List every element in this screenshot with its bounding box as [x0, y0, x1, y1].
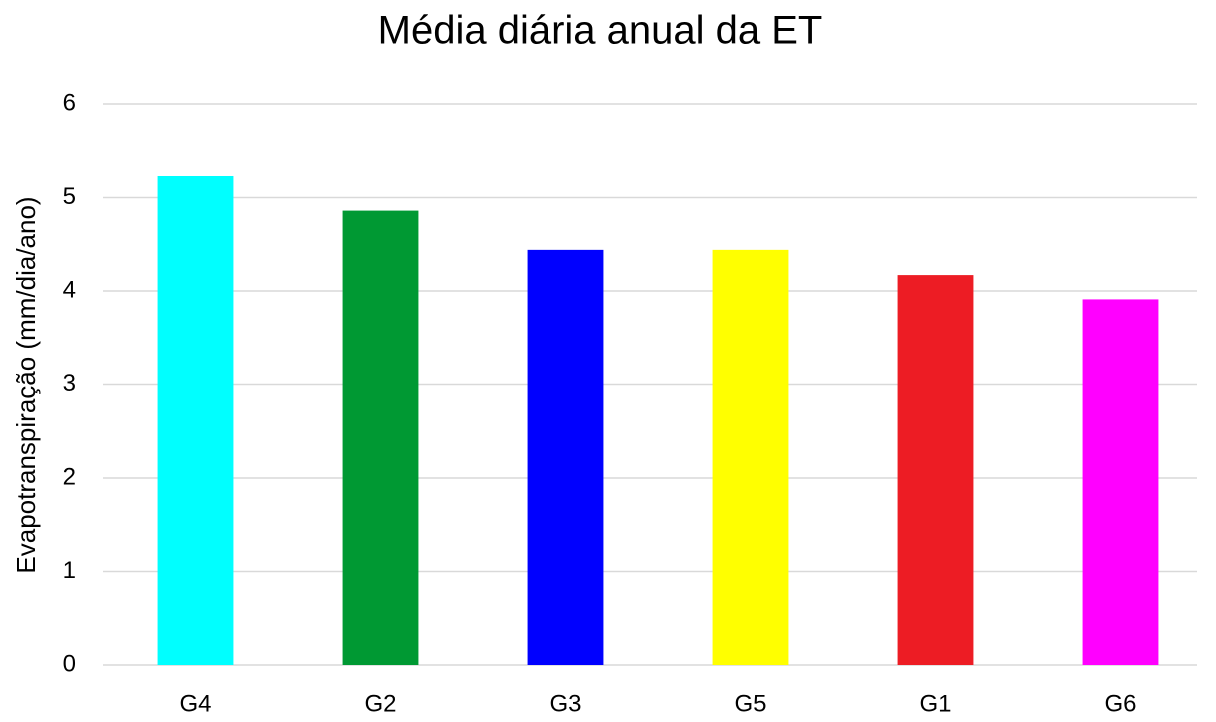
bar: [157, 175, 234, 665]
y-tick-label: 5: [63, 183, 76, 210]
bar: [897, 275, 974, 665]
y-tick-label: 6: [63, 89, 76, 116]
bar: [342, 210, 419, 665]
x-tick-label: G4: [179, 690, 211, 717]
x-tick-label: G6: [1104, 690, 1136, 717]
y-tick-label: 0: [63, 650, 76, 677]
y-tick-label: 3: [63, 370, 76, 397]
y-tick-label: 4: [63, 276, 76, 303]
x-tick-label: G2: [364, 690, 396, 717]
bar: [1082, 299, 1159, 665]
x-tick-label: G1: [919, 690, 951, 717]
bar: [527, 249, 604, 666]
y-tick-label: 1: [63, 557, 76, 584]
y-tick-label: 2: [63, 463, 76, 490]
y-axis-label: Evapotranspiração (mm/dia/ano): [11, 196, 41, 573]
chart-title: Média diária anual da ET: [378, 9, 823, 53]
x-tick-label: G3: [549, 690, 581, 717]
x-tick-label: G5: [734, 690, 766, 717]
bar: [712, 249, 789, 666]
